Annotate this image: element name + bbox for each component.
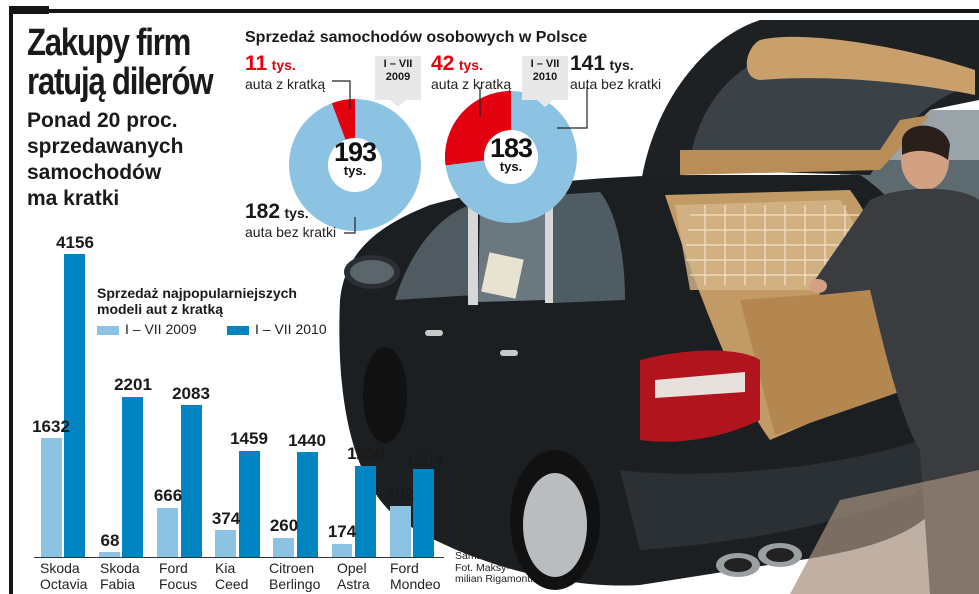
category-label-mondeo: Ford Mondeo [390,560,441,592]
bar-berlingo-2009 [273,538,294,557]
pie-2010-without-grille-label: 141 tys. auta bez kratki [570,52,662,92]
bar-astra-2009 [332,544,352,557]
bar-mondeo-2009 [390,506,411,557]
category-label-ceed: Kia Ceed [215,560,249,592]
pie-2010-with-grille-label: 42 tys. auta z kratką [431,52,512,92]
value-ceed-2009: 374 [211,509,241,528]
pie-2010-leader-line-blue [557,87,588,129]
value-octavia-2009: 1632 [32,417,70,436]
pie-chart-2010 [444,90,577,223]
bar-astra-2010 [355,466,376,557]
category-label-astra: Opel Astra [337,560,370,592]
pie-2009-total: 193 [333,137,377,167]
legend-item-2009: I – VII 2009 [97,321,197,337]
pie-section-title: Sprzedaż samochodów osobowych w Polsce [245,29,588,46]
bar-berlingo-2010 [297,452,318,557]
value-mondeo-2009: 702 [385,485,415,504]
value-focus-2009: 666 [153,486,183,505]
subhead-line-1: Ponad 20 proc. [27,109,178,132]
bar-fabia-2009 [99,552,120,557]
bar-chart-title: Sprzedaż najpopularniejszych modeli aut … [97,285,297,317]
x-axis-baseline [34,557,444,558]
category-label-berlingo: Citroen Berlingo [269,560,321,592]
pie-2009-leader-line-blue [344,217,356,234]
category-label-fabia: Skoda Fabia [100,560,140,592]
value-focus-2010: 2083 [172,384,210,403]
pie-2010-leader-line-red [479,87,481,117]
bar-focus-2010 [181,405,202,557]
pie-2009-period-badge: I – VII 2009 [375,56,421,107]
pie-2010-center: 183 tys. [481,133,541,174]
bar-octavia-2009 [41,438,62,557]
bar-ceed-2010 [239,451,260,557]
car-photo [339,20,979,594]
value-mondeo-2010: 1204 [405,451,443,470]
pie-2010-total: 183 [489,133,533,163]
subheadline: Ponad 20 proc. sprzedawanych samochodów … [27,108,183,212]
bar-octavia-2010 [64,254,85,557]
frame-left-rule [9,9,13,594]
subhead-line-2: sprzedawanych [27,135,184,158]
pie-2009-without-grille-label: 182 tys. auta bez kratki [245,200,337,240]
bar-chart-plot: 1632 4156 68 2201 666 2083 374 1459 260 … [0,0,460,594]
subhead-line-3: samochodów [27,161,162,184]
bar-focus-2009 [157,508,178,557]
legend-item-2010: I – VII 2010 [227,321,327,337]
value-astra-2010: 1250 [347,444,385,463]
pie-2009-unit: tys. [343,163,367,178]
frame-top-rule [10,9,979,13]
pie-2010-unit: tys. [499,159,523,174]
pie-2010-period-badge: I – VII 2010 [522,56,568,107]
frame-corner-accent [9,6,49,14]
pie-chart-2009 [289,99,421,231]
value-berlingo-2009: 260 [269,516,299,535]
pie-2009-center: 193 tys. [325,137,385,178]
bar-ceed-2009 [215,530,236,557]
credits: Rys. MC Źródło: Samar Fot. Maksy- milian… [455,527,533,585]
subhead-line-4: ma kratki [27,187,120,210]
pie-2009-with-grille-label: 11 tys. auta z kratką [245,52,326,92]
pie-2009-leader-line-red [332,80,351,109]
category-label-focus: Ford Focus [159,560,198,592]
value-astra-2009: 174 [327,522,357,541]
bar-mondeo-2010 [413,469,434,557]
value-fabia-2010: 2201 [114,375,152,394]
headline-line-2: ratują dilerów [27,61,214,103]
headline-line-1: Zakupy firm [27,22,191,64]
value-octavia-2010: 4156 [56,233,94,252]
category-label-octavia: Skoda Octavia [40,560,88,592]
legend-swatch-2009 [97,325,119,335]
legend-swatch-2010 [227,325,249,335]
bar-fabia-2010 [122,397,143,557]
headline: Zakupy firm ratują dilerów [27,22,214,103]
value-ceed-2010: 1459 [230,429,268,448]
value-berlingo-2010: 1440 [288,431,326,450]
value-fabia-2009: 68 [100,531,120,550]
